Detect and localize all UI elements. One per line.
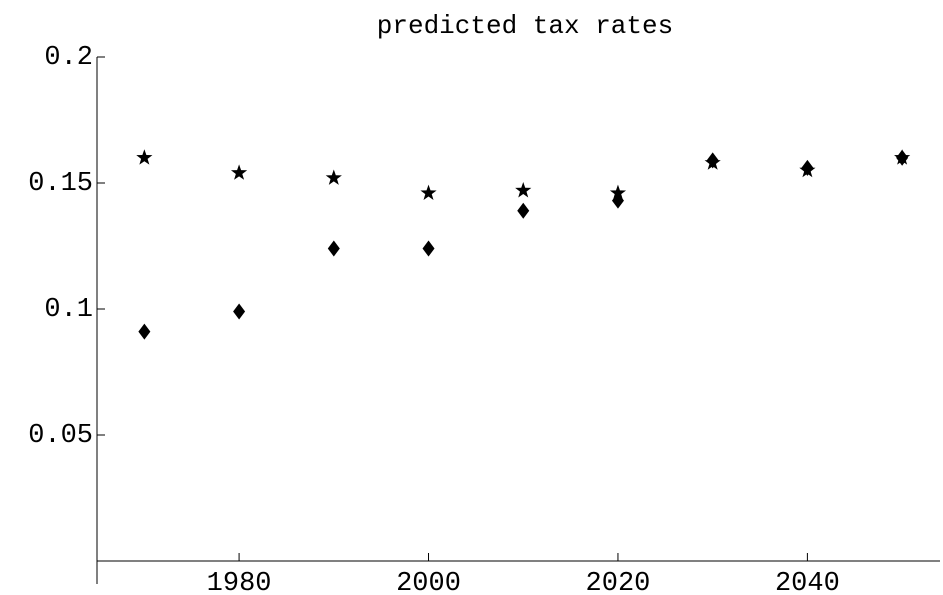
point: [517, 202, 530, 219]
y-tick-label: 0.2: [44, 43, 93, 73]
point: [896, 149, 909, 166]
point: [801, 159, 814, 176]
chart-title: predicted tax rates: [377, 11, 673, 41]
x-tick-label: 2000: [396, 569, 461, 595]
y-tick-label: 0.05: [28, 421, 93, 451]
y-tick-label: 0.1: [44, 295, 93, 325]
point: [327, 240, 340, 257]
x-tick-label: 1980: [207, 569, 272, 595]
point: [325, 169, 342, 185]
point: [230, 164, 248, 180]
y-tick-label: 0.15: [28, 169, 93, 199]
point: [706, 152, 719, 169]
point: [136, 149, 153, 165]
point: [422, 240, 435, 257]
x-tick-label: 2040: [775, 569, 840, 595]
point: [515, 182, 532, 198]
point: [609, 184, 627, 200]
point: [138, 323, 151, 340]
point: [611, 192, 624, 209]
point: [233, 303, 246, 320]
x-tick-label: 2020: [586, 569, 651, 595]
point: [420, 184, 437, 200]
